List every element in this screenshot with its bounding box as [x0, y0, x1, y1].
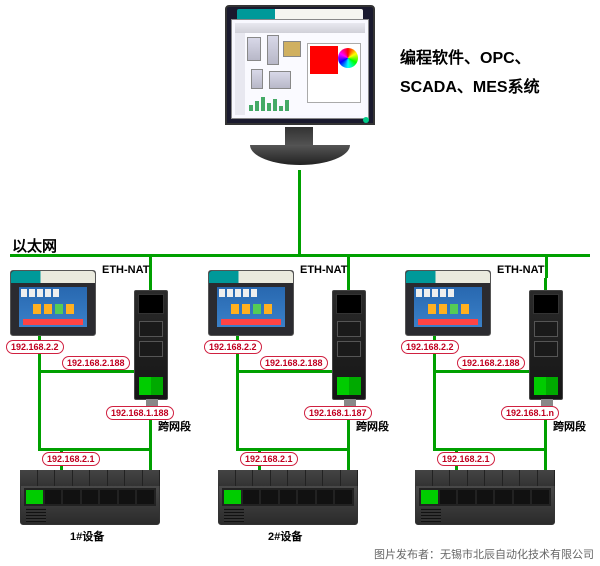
ethnat-label: ETH-NAT	[300, 264, 347, 276]
system-title: 编程软件、OPC、 SCADA、MES系统	[400, 45, 590, 103]
nat-port-icon	[337, 321, 361, 337]
monitor-base	[250, 145, 350, 165]
nat-led-icon	[337, 377, 361, 395]
hmi-screen	[414, 287, 482, 327]
tank-icon	[269, 71, 291, 89]
plc-label: 1#设备	[70, 528, 104, 544]
station-3: ETH-NAT 192.168.2.2 192.168.2.188 192.16…	[405, 270, 595, 540]
hmi-nat-line	[236, 370, 334, 373]
monitor-power-icon	[363, 117, 369, 123]
hmi-ip: 192.168.2.2	[401, 340, 459, 354]
title-line-1: 编程软件、OPC、	[400, 45, 590, 74]
tank-icon	[267, 35, 279, 65]
monitor-brand-bar	[237, 9, 363, 19]
nat-port-icon	[534, 341, 558, 357]
eth-nat-module	[529, 290, 563, 400]
ethnat-label: ETH-NAT	[497, 264, 544, 276]
hmi-ip: 192.168.2.2	[204, 340, 262, 354]
nat-led-icon	[139, 377, 163, 395]
segment-label: 跨网段	[158, 418, 191, 434]
segment-label: 跨网段	[553, 418, 586, 434]
station-1: ETH-NAT 192.168.2.2 192.168.2.188 192.16…	[10, 270, 200, 540]
nat-port-icon	[534, 321, 558, 337]
scada-toolbar	[235, 23, 365, 33]
monitor-neck	[285, 127, 313, 147]
plc-device	[415, 470, 555, 525]
hmi-panel	[405, 270, 491, 336]
scada-sidebar	[235, 33, 245, 115]
scada-app	[235, 23, 365, 115]
title-line-2: SCADA、MES系统	[400, 74, 590, 103]
nat-port-icon	[139, 341, 163, 357]
tank-icon	[251, 69, 263, 89]
plc-bus-line	[236, 448, 350, 451]
plc-bus-line	[38, 448, 152, 451]
nat-port-icon	[337, 341, 361, 357]
nat-led-icon	[534, 377, 558, 395]
plc-device	[20, 470, 160, 525]
station-2: ETH-NAT 192.168.2.2 192.168.2.188 192.16…	[208, 270, 398, 540]
color-wheel-icon	[338, 48, 358, 68]
plc-ip: 192.168.2.1	[437, 452, 495, 466]
scada-process-area	[247, 35, 307, 95]
eth-nat-module	[332, 290, 366, 400]
vessel-icon	[283, 41, 301, 57]
ethnat-label: ETH-NAT	[102, 264, 149, 276]
plc-bus-line	[433, 448, 547, 451]
plc-device	[218, 470, 358, 525]
nat-ip-bottom: 192.168.1.n	[501, 406, 559, 420]
hmi-screen	[217, 287, 285, 327]
monitor-drop-line	[298, 170, 301, 254]
tank-icon	[247, 37, 261, 61]
hmi-nat-line	[38, 370, 136, 373]
color-swatches	[310, 46, 338, 74]
nat-port-icon	[139, 321, 163, 337]
hmi-panel	[10, 270, 96, 336]
ethernet-bus-label: 以太网	[12, 235, 57, 256]
hmi-screen	[19, 287, 87, 327]
scada-monitor	[215, 5, 385, 175]
image-credit: 图片发布者：无锡市北辰自动化技术有限公司	[374, 546, 594, 562]
hmi-panel	[208, 270, 294, 336]
plc-ip: 192.168.2.1	[240, 452, 298, 466]
monitor-screen	[231, 19, 369, 119]
plc-label: 2#设备	[268, 528, 302, 544]
hmi-nat-line	[433, 370, 531, 373]
nat-ip-top: 192.168.2.188	[457, 356, 525, 370]
color-palette	[307, 43, 361, 103]
eth-nat-module	[134, 290, 168, 400]
bar-indicators	[249, 95, 299, 111]
hmi-ip: 192.168.2.2	[6, 340, 64, 354]
ethernet-bus-line	[10, 254, 590, 257]
segment-label: 跨网段	[356, 418, 389, 434]
nat-ip-top: 192.168.2.188	[62, 356, 130, 370]
nat-ip-top: 192.168.2.188	[260, 356, 328, 370]
plc-ip: 192.168.2.1	[42, 452, 100, 466]
